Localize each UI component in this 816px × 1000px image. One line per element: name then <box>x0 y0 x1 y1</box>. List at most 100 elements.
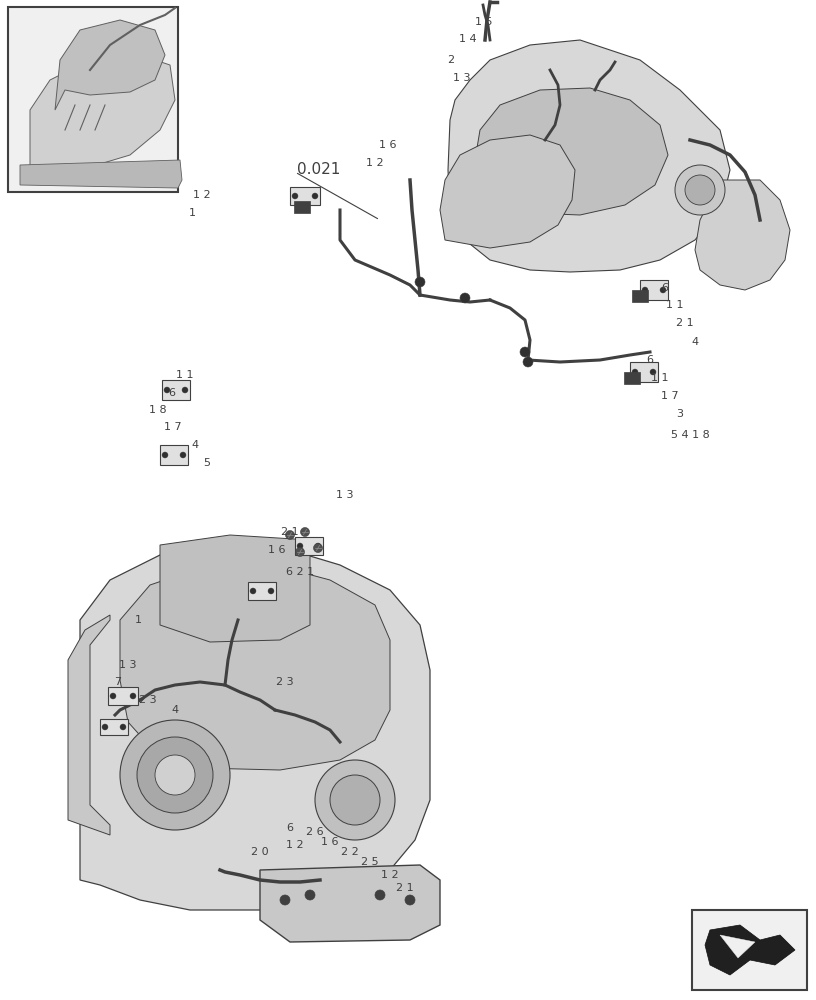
Polygon shape <box>30 55 175 180</box>
Text: 2 1: 2 1 <box>282 527 299 537</box>
Circle shape <box>685 175 715 205</box>
Circle shape <box>250 588 256 594</box>
Bar <box>632 290 648 302</box>
Text: 6 2 1: 6 2 1 <box>286 567 314 577</box>
Text: 1 3: 1 3 <box>453 73 471 83</box>
Circle shape <box>110 693 116 699</box>
Text: 4: 4 <box>691 337 698 347</box>
Text: 1 1: 1 1 <box>176 370 193 380</box>
Bar <box>692 910 807 990</box>
Polygon shape <box>55 20 165 110</box>
Text: 5: 5 <box>203 458 211 468</box>
Text: 1 6: 1 6 <box>379 140 397 150</box>
Text: 1 1: 1 1 <box>666 300 684 310</box>
Circle shape <box>642 287 648 293</box>
Circle shape <box>315 760 395 840</box>
Text: 1 2: 1 2 <box>381 870 399 880</box>
Polygon shape <box>120 564 390 770</box>
Bar <box>8 7 178 192</box>
Bar <box>108 687 138 705</box>
Circle shape <box>330 775 380 825</box>
Text: 1 2: 1 2 <box>366 158 384 168</box>
Text: 2 1: 2 1 <box>397 883 414 893</box>
Circle shape <box>523 357 533 367</box>
Circle shape <box>280 895 290 905</box>
Text: 1: 1 <box>188 208 196 218</box>
Text: 1: 1 <box>135 615 141 625</box>
Text: 6: 6 <box>286 823 294 833</box>
Text: 1 4: 1 4 <box>459 34 477 44</box>
Circle shape <box>182 387 188 393</box>
Text: 1 3: 1 3 <box>119 660 137 670</box>
Text: 5 4 1 8: 5 4 1 8 <box>671 430 709 440</box>
Polygon shape <box>448 40 730 272</box>
Bar <box>290 187 320 205</box>
Circle shape <box>297 543 303 549</box>
Text: 2 1: 2 1 <box>676 318 694 328</box>
Polygon shape <box>720 935 755 958</box>
Circle shape <box>137 737 213 813</box>
Text: 2 0: 2 0 <box>251 847 268 857</box>
Text: 6: 6 <box>662 283 668 293</box>
Text: 1 2: 1 2 <box>286 840 304 850</box>
Circle shape <box>164 387 170 393</box>
Circle shape <box>650 369 656 375</box>
Polygon shape <box>20 160 182 188</box>
Circle shape <box>155 755 195 795</box>
Circle shape <box>295 548 304 556</box>
Circle shape <box>520 347 530 357</box>
Text: 1 6: 1 6 <box>268 545 286 555</box>
Text: 2 6: 2 6 <box>306 827 324 837</box>
Text: 4: 4 <box>171 705 179 715</box>
Text: 2 3: 2 3 <box>276 677 294 687</box>
Circle shape <box>180 452 186 458</box>
Text: 1 6: 1 6 <box>322 837 339 847</box>
Circle shape <box>130 693 136 699</box>
Bar <box>640 280 668 300</box>
Bar <box>630 362 658 382</box>
Circle shape <box>675 165 725 215</box>
Circle shape <box>286 530 295 540</box>
Bar <box>295 537 323 555</box>
Circle shape <box>405 895 415 905</box>
Polygon shape <box>475 88 668 215</box>
Text: 3: 3 <box>676 409 684 419</box>
Text: 6: 6 <box>168 388 175 398</box>
Text: 1 7: 1 7 <box>661 391 679 401</box>
Polygon shape <box>695 180 790 290</box>
Circle shape <box>375 890 385 900</box>
Circle shape <box>305 890 315 900</box>
Text: 2 5: 2 5 <box>361 857 379 867</box>
Circle shape <box>162 452 168 458</box>
Bar <box>294 201 310 213</box>
Circle shape <box>315 543 321 549</box>
Polygon shape <box>440 135 575 248</box>
Bar <box>162 380 190 400</box>
Text: 1 7: 1 7 <box>164 422 182 432</box>
Text: 1 8: 1 8 <box>149 405 166 415</box>
Circle shape <box>120 724 126 730</box>
Text: 2: 2 <box>447 55 455 65</box>
Bar <box>248 582 276 600</box>
Polygon shape <box>68 615 110 835</box>
Text: 1 2: 1 2 <box>193 190 211 200</box>
Text: 2 2: 2 2 <box>341 847 359 857</box>
Text: 0.021: 0.021 <box>297 162 340 178</box>
Circle shape <box>415 277 425 287</box>
Circle shape <box>660 287 666 293</box>
Polygon shape <box>705 925 795 975</box>
Text: 7: 7 <box>114 677 122 687</box>
Circle shape <box>268 588 274 594</box>
Polygon shape <box>80 545 430 910</box>
Circle shape <box>102 724 108 730</box>
Circle shape <box>300 528 309 536</box>
Text: 6: 6 <box>646 355 654 365</box>
Bar <box>624 372 640 384</box>
Circle shape <box>313 544 322 552</box>
Bar <box>100 719 128 735</box>
Circle shape <box>312 193 318 199</box>
Text: 1 3: 1 3 <box>336 490 354 500</box>
Text: 2 3: 2 3 <box>140 695 157 705</box>
Bar <box>160 445 188 465</box>
Circle shape <box>460 293 470 303</box>
